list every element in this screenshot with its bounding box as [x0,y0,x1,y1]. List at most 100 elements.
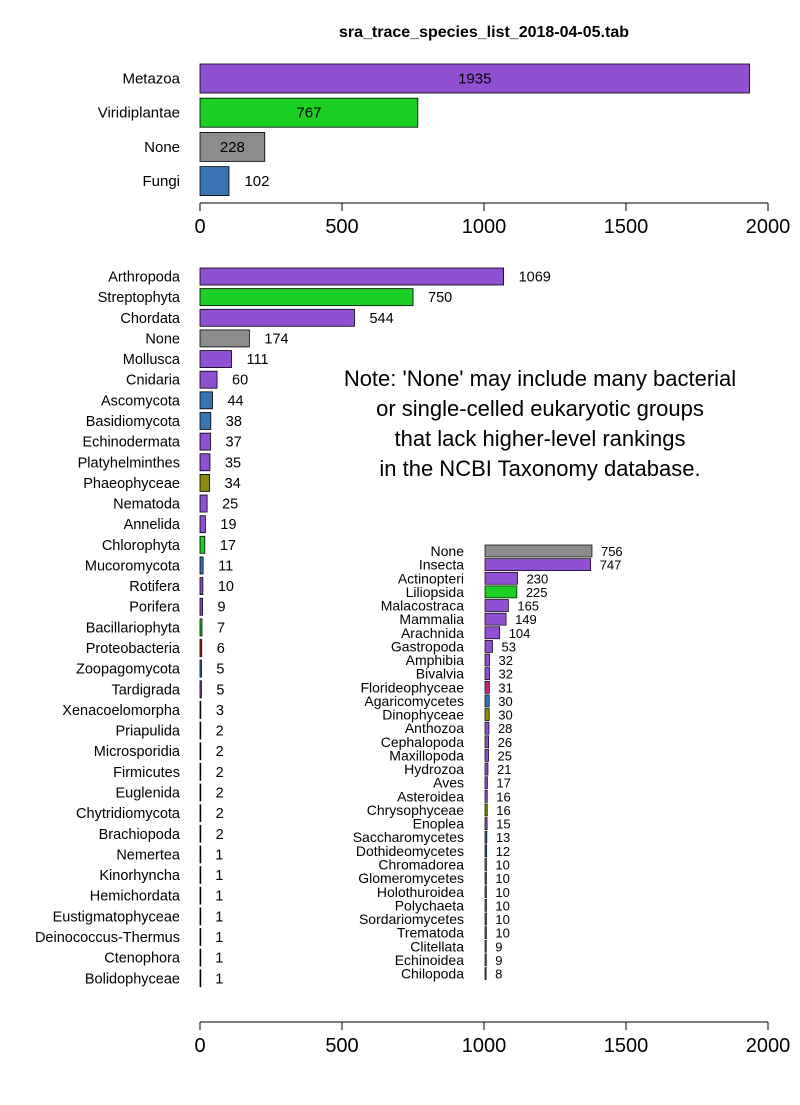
value-label-metazoa: 1935 [458,71,491,88]
bar-eustigmatophyceae [199,907,202,926]
bar-mollusca [199,350,232,368]
bar-clitellata [484,939,487,953]
bar-echinoidea [484,953,487,967]
value-label-liliopsida: 225 [526,585,548,600]
category-label-aves: Aves [433,775,464,791]
value-label-kinorhyncha: 1 [215,868,223,884]
category-label-insecta: Insecta [419,557,464,573]
bar-maxillopoda [484,749,489,762]
category-label-hydrozoa: Hydrozoa [404,761,464,777]
value-label-tardigrada: 5 [216,682,224,698]
value-label-mammalia: 149 [515,612,537,627]
bar-arthropoda [199,267,504,286]
category-label-deinococcus-thermus: Deinococcus-Thermus [35,930,180,946]
bar-gastropoda [484,640,493,653]
value-label-rotifera: 10 [218,579,234,595]
category-label-none: None [144,139,180,156]
category-label-actinopteri: Actinopteri [398,570,464,586]
value-label-none: 228 [220,139,245,156]
category-label-maxillopoda: Maxillopoda [389,747,464,763]
value-label-agaricomycetes: 30 [498,694,512,709]
value-label-annelida: 19 [220,517,236,533]
category-label-asteroidea: Asteroidea [397,788,464,804]
category-label-bivalvia: Bivalvia [416,666,464,682]
bar-metazoa [199,63,750,94]
bar-mammalia [484,612,507,626]
bar-bolidophyceae [199,969,202,988]
bar-cephalopoda [484,735,490,749]
value-label-chytridiomycota: 2 [216,806,224,822]
bar-polychaeta [484,899,487,912]
bar-aves [484,776,488,790]
category-label-ascomycota: Ascomycota [101,393,181,409]
bar-euglenida [199,783,202,802]
category-label-echinodermata: Echinodermata [82,435,180,451]
bottom-axis-tick-label: 500 [325,1035,358,1057]
category-label-firmicutes: Firmicutes [113,765,180,781]
category-label-microsporidia: Microsporidia [94,744,181,760]
bar-basidiomycota [199,412,212,430]
category-label-chromadorea: Chromadorea [378,856,464,872]
bar-microsporidia [199,742,202,761]
value-label-amphibia: 32 [499,653,513,668]
bar-asteroidea [484,789,488,803]
value-label-none: 756 [601,544,623,559]
category-label-amphibia: Amphibia [406,652,465,668]
category-label-agaricomycetes: Agaricomycetes [364,693,464,709]
bar-chytridiomycota [199,804,202,823]
category-label-kinorhyncha: Kinorhyncha [99,868,181,884]
category-label-mammalia: Mammalia [399,611,464,627]
bar-porifera [199,597,203,616]
value-label-proteobacteria: 6 [217,641,225,657]
bar-sordariomycetes [484,912,487,926]
category-label-streptophyta: Streptophyta [98,290,181,306]
category-label-echinoidea: Echinoidea [395,952,464,968]
bar-ascomycota [199,391,213,410]
bar-platyhelminthes [199,453,211,472]
category-label-clitellata: Clitellata [410,938,464,954]
bar-zoopagomycota [199,659,202,678]
category-label-anthozoa: Anthozoa [405,720,464,736]
value-label-platyhelminthes: 35 [225,455,241,471]
bar-chilopoda [484,967,487,980]
bar-tardigrada [199,680,202,699]
bar-malacostraca [484,599,509,612]
category-label-holothuroidea: Holothuroidea [377,884,464,900]
value-label-dothideomycetes: 12 [496,844,510,859]
bar-saccharomycetes [484,830,488,844]
category-label-xenacoelomorpha: Xenacoelomorpha [62,703,181,719]
bar-enoplea [484,817,488,830]
bar-mucoromycota [199,556,204,575]
value-label-cephalopoda: 26 [498,735,512,750]
top-axis-tick-label: 1000 [462,216,507,238]
value-label-trematoda: 10 [495,926,509,941]
note-line: Note: 'None' may include many bacterial [344,366,736,391]
bar-phaeophyceae [199,473,211,492]
category-label-enoplea: Enoplea [413,816,465,832]
value-label-mollusca: 111 [247,352,269,368]
value-label-malacostraca: 165 [517,599,539,614]
value-label-chrysophyceae: 16 [496,803,510,818]
bar-fungi [199,166,230,197]
top-axis-tick-label: 500 [325,216,358,238]
category-label-cephalopoda: Cephalopoda [381,734,465,750]
category-label-basidiomycota: Basidiomycota [86,414,181,430]
bar-brachiopoda [199,824,202,843]
category-label-viridiplantae: Viridiplantae [98,105,180,122]
value-label-porifera: 9 [218,600,226,616]
value-label-microsporidia: 2 [216,744,224,760]
category-label-trematoda: Trematoda [397,925,464,941]
bar-rotifera [199,577,204,595]
value-label-firmicutes: 2 [216,765,224,781]
bottom-axis-tick-label: 0 [194,1035,205,1057]
top-axis-tick-label: 0 [194,216,205,238]
bar-bivalvia [484,667,490,681]
value-label-saccharomycetes: 13 [496,830,510,845]
category-label-priapulida: Priapulida [116,724,181,740]
class-bar-chart: None 756 Insecta 747 Actinopteri 230 Liliopsid… [353,543,623,982]
category-label-zoopagomycota: Zoopagomycota [76,662,181,678]
value-label-sordariomycetes: 10 [495,912,509,927]
bar-holothuroidea [484,885,487,899]
